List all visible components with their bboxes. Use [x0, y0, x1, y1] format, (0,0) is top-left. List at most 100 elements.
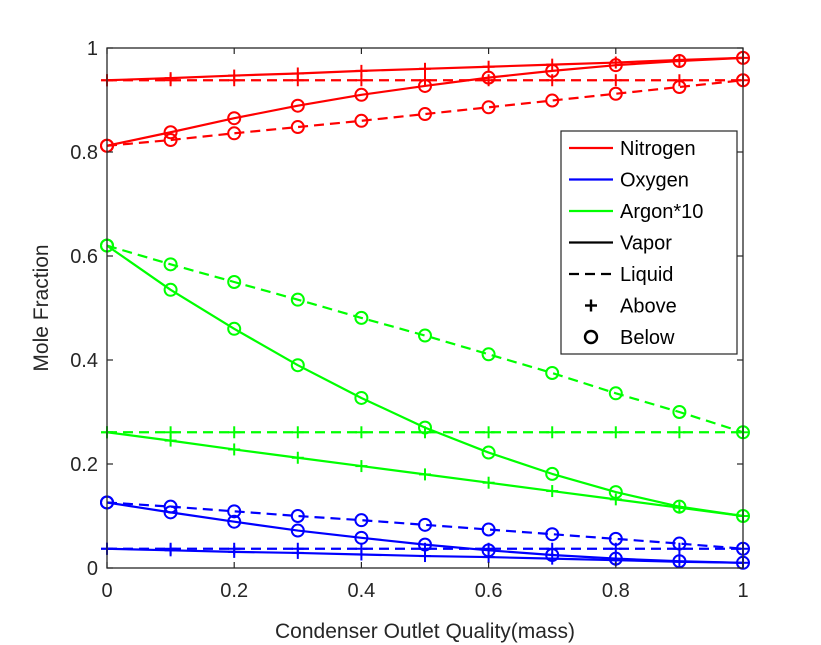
- circle-marker: [354, 390, 369, 405]
- circle-marker: [545, 63, 560, 78]
- tick-layer: 0 0.2 0.4 0.6 0.8 1 0 0.2 0.4 0.6 0.8 1: [70, 38, 748, 602]
- x-tick-label: 0.2: [220, 580, 248, 602]
- circle-marker: [608, 485, 623, 500]
- circle-marker: [227, 504, 242, 519]
- y-tick-label: 0.4: [70, 350, 98, 372]
- series-line: [106, 79, 744, 147]
- circle-marker: [163, 125, 178, 140]
- series-line: [106, 501, 744, 550]
- y-tick-label: 0.2: [70, 454, 98, 476]
- circle-marker: [418, 517, 432, 532]
- circle-marker: [163, 499, 178, 514]
- circle-marker: [481, 347, 496, 362]
- circle-marker: [227, 111, 242, 126]
- circle-marker: [545, 527, 560, 542]
- x-tick-label: 0.4: [347, 580, 375, 602]
- circle-marker: [354, 530, 369, 545]
- circle-marker: [418, 537, 432, 552]
- circle-marker: [418, 420, 432, 435]
- circle-marker: [290, 98, 305, 113]
- legend-item: Above: [585, 296, 677, 318]
- circle-marker: [354, 113, 369, 128]
- circle-marker: [227, 126, 242, 141]
- x-tick-label: 0.8: [602, 580, 630, 602]
- circle-marker: [418, 107, 432, 122]
- plus-marker: [228, 443, 241, 456]
- plus-marker: [164, 74, 177, 87]
- plus-marker: [228, 74, 241, 87]
- plus-marker: [546, 485, 559, 498]
- plus-marker: [291, 74, 304, 87]
- circle-marker: [354, 513, 369, 528]
- legend-label: Liquid: [620, 264, 673, 286]
- y-tick-label: 0: [87, 558, 98, 580]
- legend-item: Liquid: [569, 264, 673, 286]
- legend-label: Nitrogen: [620, 138, 696, 160]
- legend-label: Below: [620, 327, 675, 349]
- circle-marker: [163, 282, 178, 297]
- circle-marker: [672, 536, 687, 551]
- legend-plus-swatch: [585, 299, 597, 312]
- legend-label: Vapor: [620, 233, 672, 255]
- x-tick-label: 0: [101, 580, 112, 602]
- legend-item: Nitrogen: [569, 138, 696, 160]
- series-argon-liquid-above: [101, 426, 749, 439]
- series-argon-liquid-below: [100, 238, 750, 440]
- plus-marker: [355, 74, 368, 87]
- plus-marker: [419, 468, 431, 481]
- circle-marker: [672, 54, 687, 68]
- circle-marker: [608, 86, 623, 101]
- series-line: [106, 244, 744, 434]
- legend-circle-swatch: [583, 329, 599, 345]
- legend-item: Vapor: [569, 233, 672, 255]
- circle-marker: [227, 514, 242, 529]
- circle-marker: [163, 505, 178, 520]
- plus-marker: [291, 542, 304, 555]
- plus-marker: [164, 426, 177, 439]
- plot-frame: [106, 47, 744, 569]
- legend-item: Argon*10: [569, 201, 703, 223]
- plus-marker: [673, 426, 686, 439]
- plus-marker: [609, 426, 622, 439]
- plus-marker: [355, 460, 368, 473]
- circle-marker: [163, 133, 178, 148]
- circle-marker: [290, 120, 305, 135]
- plus-marker: [291, 426, 304, 439]
- circle-marker: [608, 58, 623, 73]
- circle-marker: [672, 554, 687, 569]
- y-tick-label: 0.8: [70, 142, 98, 164]
- circle-marker: [290, 292, 305, 307]
- circle-marker: [354, 87, 369, 102]
- plus-marker: [482, 476, 495, 489]
- plus-marker: [228, 542, 241, 555]
- circle-marker: [672, 80, 687, 94]
- legend-label: Argon*10: [620, 201, 703, 223]
- circle-marker: [227, 321, 242, 336]
- series-line: [106, 501, 744, 564]
- plus-marker: [546, 426, 559, 439]
- plus-marker: [609, 493, 622, 506]
- circle-marker: [481, 522, 496, 537]
- x-tick-label: 0.6: [475, 580, 503, 602]
- plus-marker: [164, 542, 177, 555]
- plus-marker: [355, 426, 368, 439]
- series-line: [106, 244, 744, 518]
- x-tick-label: 1: [737, 580, 748, 602]
- legend-label: Oxygen: [620, 170, 689, 192]
- circle-marker: [418, 328, 432, 343]
- plus-marker: [609, 74, 622, 87]
- circle-marker: [545, 548, 560, 562]
- circle-marker: [481, 445, 496, 460]
- plus-marker: [291, 451, 304, 464]
- legend-item: Below: [583, 327, 675, 349]
- circle-marker: [481, 70, 496, 85]
- legend: Nitrogen Oxygen Argon*10 Vapor Liquid Above Be…: [560, 130, 738, 355]
- circle-marker: [354, 310, 369, 325]
- circle-marker: [418, 78, 432, 93]
- y-axis-title: Mole Fraction: [30, 244, 53, 371]
- plus-marker: [419, 62, 431, 75]
- circle-marker: [481, 543, 496, 558]
- circle-marker: [608, 386, 623, 401]
- circle-marker: [163, 257, 178, 272]
